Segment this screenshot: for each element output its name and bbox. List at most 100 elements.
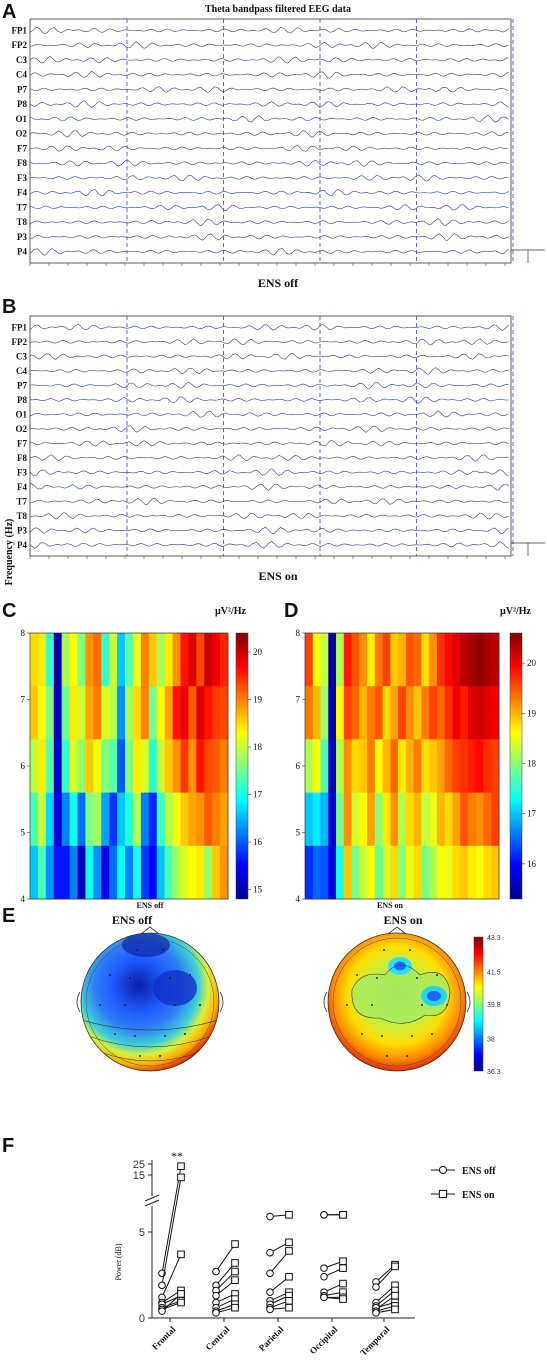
heatmap-cell — [101, 633, 110, 687]
channel-label: P7 — [17, 380, 27, 390]
heatmap-cell — [413, 845, 422, 900]
eeg-trace — [29, 114, 509, 123]
heatmap-cell — [45, 633, 55, 687]
heatmap-cell — [220, 739, 229, 793]
heatmap-cell — [45, 792, 55, 847]
ens-on-point — [285, 1272, 293, 1281]
heatmap-cell — [452, 633, 461, 687]
ens-on-point — [285, 1303, 293, 1312]
heatmap-cell — [188, 739, 197, 793]
heatmap-cell — [148, 686, 158, 740]
ens-off-point — [320, 1293, 328, 1302]
heatmap-cell — [429, 739, 438, 793]
channel-label: O2 — [15, 129, 27, 139]
colorbar-tick-label: 19 — [527, 708, 537, 718]
colorbar-tick-label: 18 — [527, 758, 537, 768]
ens-on-point — [339, 1257, 347, 1266]
colorbar-off: 15 16 17 18 19 20 — [235, 632, 263, 900]
heatmap-cell — [53, 845, 63, 900]
heatmap-cell — [312, 845, 321, 900]
topomap-on — [323, 926, 471, 1072]
heatmap-cell — [320, 792, 329, 847]
y-tick-label: 0 — [139, 1313, 145, 1325]
channel-label: P4 — [17, 540, 27, 550]
heatmap-on: 4 5 6 7 8 — [296, 628, 500, 904]
topomap-colorbar — [473, 936, 484, 1072]
channel-label: O1 — [15, 409, 27, 419]
panel-letter-e: E — [2, 905, 15, 927]
heatmap-cell — [125, 686, 134, 740]
ens-off-point — [212, 1291, 220, 1300]
channel-label: P8 — [17, 99, 27, 109]
heatmap-cell — [390, 633, 399, 687]
heatmap-cell — [204, 739, 213, 793]
heatmap-cell — [359, 686, 368, 740]
heatmap-cell — [148, 845, 158, 900]
heatmap-cell — [328, 739, 337, 793]
heatmap-cell — [117, 686, 126, 740]
heatmap-cell — [351, 686, 360, 740]
channel-label: T7 — [16, 496, 27, 506]
axis-break-icon — [144, 1194, 160, 1207]
y-tick-label: 7 — [296, 695, 301, 705]
topomap-colorbar-label: 39.8 — [487, 1002, 501, 1009]
channel-label: FP1 — [12, 322, 28, 332]
heatmap-cell — [30, 845, 39, 900]
channel-label: C4 — [16, 366, 27, 376]
heatmap-cell — [117, 633, 126, 687]
heatmap-cell — [336, 845, 345, 900]
heatmap-cell — [312, 686, 321, 740]
eeg-trace — [29, 353, 509, 360]
legend-label-off: ENS off — [462, 1166, 496, 1177]
heatmap-cell — [77, 739, 86, 793]
heatmap-cell — [164, 739, 173, 793]
heatmap-cell — [85, 739, 94, 793]
heatmap-cell — [491, 792, 500, 847]
heatmap-cell — [475, 739, 484, 793]
eeg-trace — [29, 526, 509, 535]
colorbar-tick-label: 15 — [253, 885, 263, 895]
heatmap-cell — [69, 739, 78, 793]
channel-label: F3 — [17, 173, 27, 183]
colorbar-tick-label: 16 — [253, 837, 263, 847]
heatmap-cell — [140, 845, 150, 900]
channel-label: P7 — [17, 84, 27, 94]
category-label: Frontal — [150, 1324, 178, 1352]
heatmap-cell — [305, 686, 314, 740]
ens-off-point — [320, 1211, 328, 1219]
ens-on-point — [339, 1279, 347, 1288]
heatmap-cell — [467, 845, 477, 900]
heatmap-cell — [483, 633, 492, 687]
category-label: Parietal — [257, 1324, 286, 1353]
heatmap-cell — [196, 792, 205, 847]
heatmap-cell — [475, 633, 484, 687]
heatmap-cell — [53, 686, 63, 740]
ens-off-point — [212, 1267, 220, 1276]
heatmap-cell — [156, 633, 166, 687]
heatmap-cell — [328, 633, 337, 687]
heatmap-cell — [429, 792, 438, 847]
heatmap-cell — [220, 792, 229, 847]
heatmap-cell — [180, 633, 189, 687]
heatmap-cell — [398, 792, 407, 847]
panel-a-caption: ENS off — [258, 276, 299, 290]
ens-on-point — [177, 1290, 185, 1298]
eeg-trace — [29, 247, 509, 256]
heatmap-cell — [382, 739, 391, 793]
heatmap-cell — [382, 792, 391, 847]
eeg-trace — [29, 382, 509, 389]
eeg-trace — [29, 540, 509, 549]
heatmap-cell — [444, 686, 453, 740]
heatmap-cell — [220, 686, 229, 740]
heatmap-cell — [85, 845, 94, 900]
heatmap-cell — [336, 792, 345, 847]
y-tick-label: 25 — [133, 1159, 145, 1171]
colorbar-tick-label: 19 — [253, 695, 263, 705]
heatmap-cell — [125, 739, 134, 793]
y-tick-label: 5 — [21, 828, 26, 838]
heatmap-cell — [132, 633, 142, 687]
ens-off-point — [212, 1309, 220, 1317]
ens-on-point — [285, 1247, 293, 1255]
channel-label: T7 — [16, 202, 27, 212]
